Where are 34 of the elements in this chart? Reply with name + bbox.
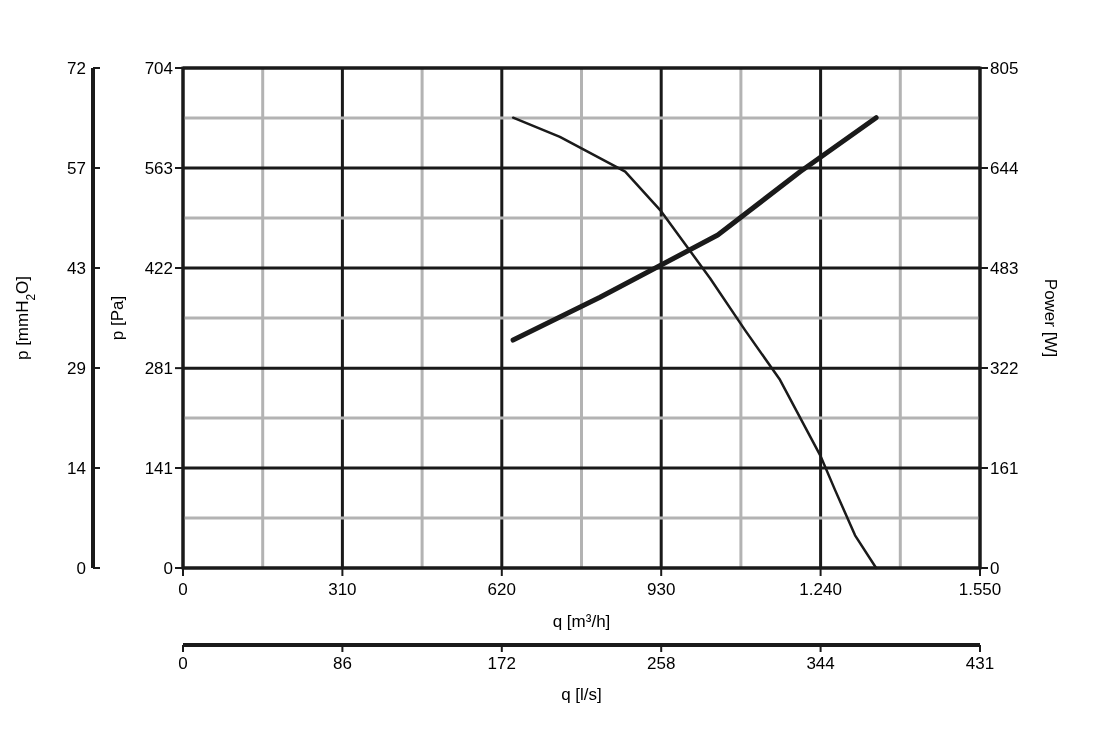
y2-tick-label: 644 (990, 159, 1019, 178)
x-tick-label: 0 (178, 580, 188, 599)
y2-tick-label: 805 (990, 59, 1019, 78)
x2-tick-label: 172 (487, 654, 516, 673)
y-tick-label: 422 (144, 259, 173, 278)
y3-tick-label: 0 (76, 559, 86, 578)
y-tick-label: 563 (144, 159, 173, 178)
x-tick-label: 930 (647, 580, 676, 599)
y-axis-title: p [Pa] (108, 295, 127, 341)
x-axis-title: q [m³/h] (552, 612, 611, 631)
y-tick-label: 141 (144, 459, 173, 478)
y2-tick-label: 483 (990, 259, 1019, 278)
x2-tick-label: 258 (647, 654, 676, 673)
y-tick-label: 0 (163, 559, 173, 578)
y-tick-label: 704 (144, 59, 173, 78)
y2-tick-label: 322 (990, 359, 1019, 378)
x2-tick-label: 0 (178, 654, 188, 673)
y-tick-label: 281 (144, 359, 173, 379)
x2-tick-label: 344 (806, 654, 835, 673)
y2-tick-label: 161 (990, 459, 1019, 478)
y3-tick-label: 43 (67, 259, 86, 278)
x2-axis-title: q [l/s] (561, 685, 602, 704)
x-tick-label: 310 (328, 580, 357, 599)
y3-tick-label: 29 (67, 359, 86, 378)
y3-tick-label: 57 (67, 159, 86, 178)
x2-tick-label: 86 (332, 654, 352, 673)
y3-tick-label: 72 (67, 59, 86, 78)
y3-tick-label: 14 (67, 459, 86, 478)
y2-tick-label: 0 (990, 559, 1000, 578)
y2-axis-title: Power [W] (1041, 278, 1060, 358)
x2-tick-label: 431 (965, 654, 995, 673)
x-tick-label: 1.550 (958, 580, 1002, 599)
x-tick-label: 1.240 (799, 580, 842, 599)
x-tick-label: 620 (487, 580, 516, 599)
